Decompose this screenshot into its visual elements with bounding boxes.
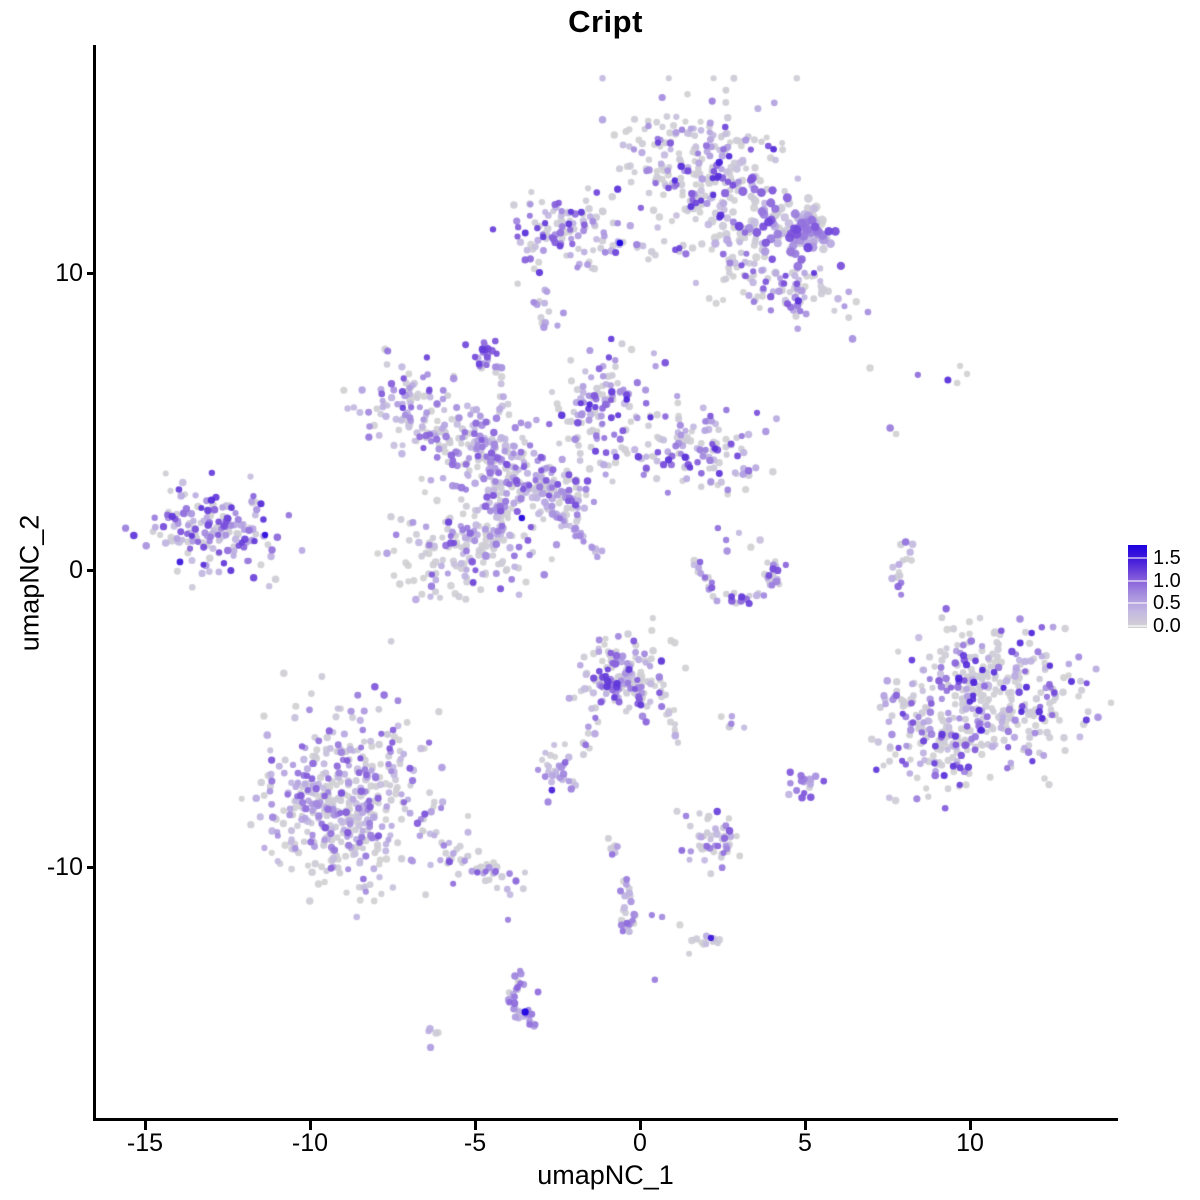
- x-tick-mark: [473, 1121, 477, 1130]
- x-tick-label: 0: [633, 1129, 647, 1157]
- colorbar-tick-label: 1.5: [1153, 547, 1181, 570]
- x-axis-title: umapNC_1: [537, 1160, 674, 1190]
- colorbar-tick: [1128, 602, 1147, 605]
- x-tick-label: 5: [798, 1129, 812, 1157]
- colorbar-tick: [1128, 624, 1147, 627]
- x-axis-line: [93, 1118, 1118, 1121]
- x-tick-label: 10: [956, 1129, 984, 1157]
- y-tick-mark: [87, 865, 96, 869]
- colorbar-tick-label: 1.0: [1153, 569, 1181, 592]
- colorbar-gradient: [1128, 545, 1147, 628]
- y-tick-mark: [87, 568, 96, 572]
- y-axis-title: umapNC_2: [14, 514, 45, 652]
- x-tick-mark: [803, 1121, 807, 1130]
- colorbar-tick: [1128, 557, 1147, 560]
- x-tick-mark: [638, 1121, 642, 1130]
- y-tick-label: 10: [55, 259, 83, 287]
- x-tick-mark: [308, 1121, 312, 1130]
- y-tick-mark: [87, 271, 96, 275]
- colorbar-tick-label: 0.0: [1153, 614, 1181, 637]
- x-tick-label: -10: [291, 1129, 329, 1157]
- plot-title: Cript: [568, 4, 643, 39]
- colorbar-tick-label: 0.5: [1153, 592, 1181, 615]
- x-tick-label: -15: [126, 1129, 164, 1157]
- x-tick-mark: [968, 1121, 972, 1130]
- x-tick-label: -5: [463, 1129, 487, 1157]
- x-tick-mark: [143, 1121, 147, 1130]
- colorbar-tick: [1128, 579, 1147, 582]
- y-tick-label: 0: [69, 556, 83, 584]
- y-tick-label: -10: [46, 853, 83, 881]
- y-axis-line: [93, 45, 96, 1121]
